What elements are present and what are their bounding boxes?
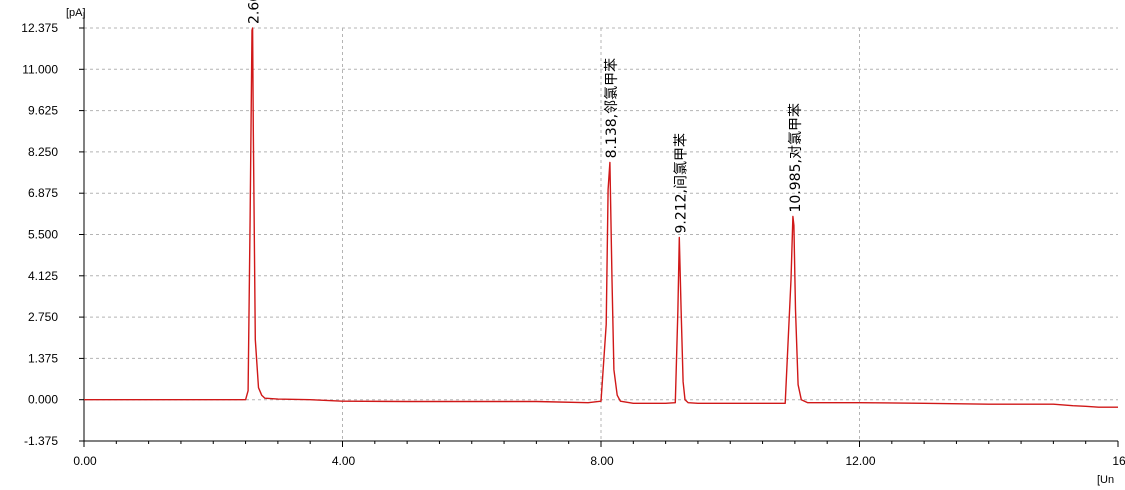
peak-labels: 2.609,溶剂 8.138,邻氯甲苯 9.212,间氯甲苯 10.985,对氯甲苯: [247, 0, 804, 234]
y-tick-label: 2.750: [28, 310, 58, 324]
peak-label: 9.212,间氯甲苯: [672, 133, 689, 234]
y-tick-label: 8.250: [28, 145, 58, 159]
peak-label: 10.985,对氯甲苯: [787, 103, 804, 212]
y-tick-label: 0.000: [28, 393, 58, 407]
chromatogram-trace: [84, 27, 1118, 408]
x-tick-label: 12.00: [845, 454, 875, 468]
y-tick-label: 9.625: [28, 104, 58, 118]
x-tick-label: 8.00: [590, 454, 614, 468]
y-tick-label: 12.375: [21, 21, 58, 35]
grid-lines: [84, 27, 1118, 441]
x-tick-label: 0.00: [73, 454, 97, 468]
peak-label: 2.609,溶剂: [247, 0, 263, 24]
y-tick-label: 1.375: [28, 351, 58, 365]
y-axis-unit-label: [pA]: [66, 7, 86, 19]
x-tick-label: 4.00: [332, 454, 356, 468]
y-tick-label: 5.500: [28, 228, 58, 242]
y-tick-label: 11.000: [22, 62, 58, 76]
x-tick-label: 16: [1112, 454, 1125, 468]
tick-labels: 12.375 11.000 9.625 8.250 6.875 5.500 4.125 2.7…: [21, 21, 1125, 468]
x-axis-unit-label: [Un: [1097, 474, 1114, 486]
axes: [79, 12, 1119, 447]
y-tick-label: 6.875: [28, 186, 58, 200]
y-tick-label: -1.375: [24, 434, 58, 448]
series-layer: [84, 27, 1118, 408]
y-tick-label: 4.125: [28, 269, 58, 283]
peak-label: 8.138,邻氯甲苯: [603, 58, 620, 159]
